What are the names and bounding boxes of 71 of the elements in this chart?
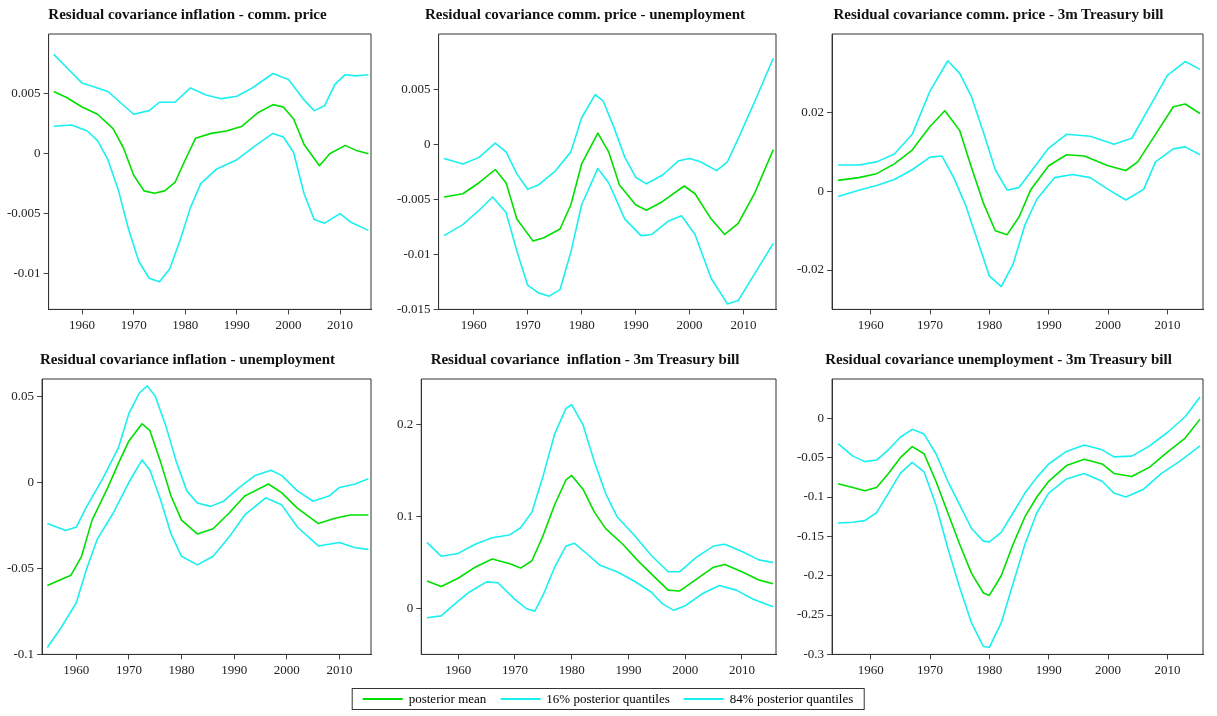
chart-title: Residual covariance inflation - comm. price [48,5,327,22]
x-tick-label: 1970 [120,316,147,332]
y-tick-label: 0.02 [801,104,825,120]
y-tick-label: 0 [817,409,825,425]
y-tick-label: -0.3 [803,645,825,661]
x-tick-label: 2010 [327,316,354,332]
x-tick-label: 1990 [622,316,649,332]
y-tick-label: -0.01 [403,245,431,261]
x-tick-label: 2000 [1095,661,1122,677]
y-tick-label: -0.1 [13,645,35,661]
y-tick-label: 0.05 [11,387,35,403]
y-tick-label: 0.005 [11,85,41,101]
x-tick-label: 1970 [917,661,943,677]
x-tick-label: 1980 [568,316,595,332]
x-tick-label: 1990 [1035,316,1062,332]
x-tick-label: 1980 [976,316,1003,332]
x-tick-label: 1960 [69,316,96,332]
chart-title: Residual covariance inflation - unemployment [40,350,335,367]
x-tick-label: 1960 [857,661,884,677]
x-tick-label: 1960 [857,316,884,332]
x-tick-label: 1970 [514,316,541,332]
x-tick-label: 1980 [172,316,199,332]
x-tick-label: 1990 [223,316,250,332]
y-tick-label: -0.015 [396,300,431,316]
x-tick-label: 2010 [1154,316,1181,332]
x-tick-label: 2010 [1154,661,1181,677]
y-tick-label: -0.05 [6,559,35,575]
x-tick-label: 1970 [917,316,943,332]
chart-title: Residual covariance unemployment - 3m Treasury bill [825,350,1172,367]
x-tick-label: 1960 [63,661,90,677]
x-tick-label: 1990 [221,661,248,677]
chart-title: Residual covariance inflation - 3m Treasury bill [430,350,740,367]
y-tick-label: 0.005 [401,80,431,96]
legend-label: posterior mean [408,691,487,707]
x-tick-label: 2000 [273,661,300,677]
y-tick-label: 0 [27,473,35,489]
y-tick-label: 0 [34,145,41,161]
y-tick-label: 0.2 [397,416,414,432]
x-tick-label: 2010 [728,661,755,677]
chart-title: Residual covariance comm. price - 3m Treasury bill [833,5,1164,22]
x-tick-label: 2010 [730,316,757,332]
y-tick-label: -0.1 [803,488,825,504]
y-tick-label: -0.25 [796,606,825,622]
legend-label: 16% posterior quantiles [546,691,670,707]
y-tick-label: -0.01 [13,264,41,280]
y-tick-label: 0 [406,599,414,615]
y-tick-label: -0.05 [796,449,825,465]
x-tick-label: 1980 [976,661,1003,677]
y-tick-label: 0 [817,182,825,198]
x-tick-label: 1980 [558,661,585,677]
y-tick-label: -0.2 [803,567,825,583]
y-tick-label: -0.02 [796,261,825,277]
x-tick-label: 2000 [275,316,302,332]
y-tick-label: -0.15 [796,527,825,543]
x-tick-label: 2000 [1095,316,1122,332]
x-tick-label: 2000 [672,661,699,677]
y-tick-label: -0.005 [396,190,431,206]
x-tick-label: 1990 [1035,661,1062,677]
x-tick-label: 2010 [326,661,353,677]
y-tick-label: 0.1 [397,508,414,524]
x-tick-label: 1980 [168,661,195,677]
legend-label: 84% posterior quantiles [729,691,854,707]
y-tick-label: 0 [424,135,431,151]
chart-title: Residual covariance comm. price - unemployment [425,5,745,22]
x-tick-label: 1960 [445,661,472,677]
x-tick-label: 1970 [115,661,142,677]
x-tick-label: 2000 [676,316,703,332]
x-tick-label: 1990 [615,661,642,677]
x-tick-label: 1970 [501,661,528,677]
y-tick-label: -0.005 [6,205,41,221]
x-tick-label: 1960 [460,316,487,332]
